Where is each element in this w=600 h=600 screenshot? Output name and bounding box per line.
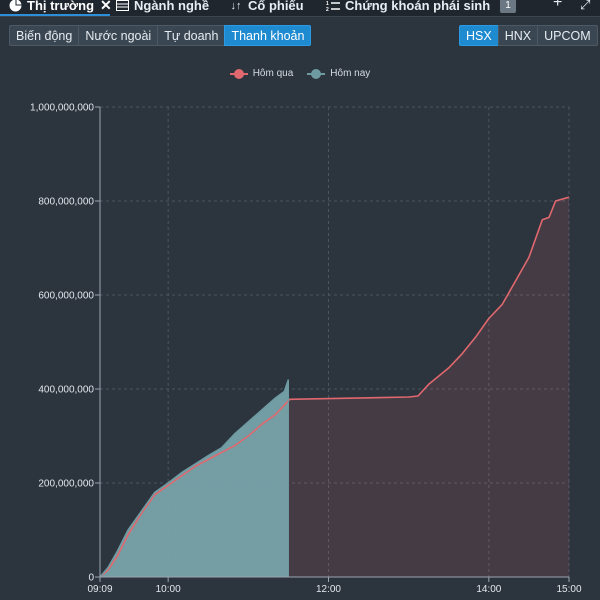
- legend-label: Hôm qua: [252, 68, 294, 79]
- view-button-thanh-khoan[interactable]: Thanh khoản: [224, 25, 312, 46]
- tab-co-phieu[interactable]: ↓↑ Cổ phiếu: [229, 0, 304, 16]
- legend-item-hom-nay[interactable]: Hôm nay: [307, 68, 370, 79]
- axes: 0 200,000,000 400,000,000 600,000,000 800,00…: [30, 103, 582, 596]
- y-tick-label: 0: [88, 573, 94, 584]
- view-button-nuoc-ngoai[interactable]: Nước ngoài: [78, 25, 158, 46]
- x-tick-label: 10:00: [156, 584, 181, 595]
- view-button-tu-doanh[interactable]: Tự doanh: [157, 25, 225, 46]
- legend-marker: [307, 68, 326, 79]
- exchange-button-group: HSX HNX UPCOM: [459, 25, 598, 46]
- legend-item-hom-qua[interactable]: Hôm qua: [229, 68, 294, 79]
- y-tick-label: 1,000,000,000: [30, 103, 94, 114]
- exchange-button-upcom[interactable]: UPCOM: [537, 25, 598, 46]
- table-icon: [115, 0, 129, 13]
- exchange-button-hsx[interactable]: HSX: [459, 25, 498, 46]
- x-tick-label: 09:09: [87, 584, 112, 595]
- tab-label: Chứng khoán phái sinh: [345, 0, 491, 13]
- line-hom-nay: [99, 379, 290, 578]
- tab-label: Thị trường: [27, 0, 95, 13]
- tab-nganh-nghe[interactable]: Ngành nghề: [115, 0, 209, 16]
- view-button-bien-dong[interactable]: Biến động: [9, 25, 79, 46]
- y-tick-label: 400,000,000: [38, 385, 94, 396]
- x-tick-label: 12:00: [316, 584, 341, 595]
- tab-thi-truong[interactable]: Thị trường ✕: [8, 0, 112, 16]
- legend-label: Hôm nay: [330, 68, 371, 79]
- sort-icon: ↓↑: [230, 0, 242, 12]
- svg-text:2: 2: [326, 7, 329, 12]
- y-tick-label: 200,000,000: [38, 479, 94, 490]
- expand-icon[interactable]: ⤢: [580, 0, 591, 12]
- tab-label: Ngành nghề: [134, 0, 210, 13]
- close-icon[interactable]: ✕: [100, 0, 112, 13]
- active-tab-indicator: [0, 14, 110, 16]
- y-tick-label: 800,000,000: [38, 197, 94, 208]
- area-hom-nay: [100, 379, 289, 577]
- tab-count-badge[interactable]: 1: [500, 0, 516, 13]
- tab-label: Cổ phiếu: [248, 0, 304, 13]
- svg-text:1: 1: [326, 1, 329, 7]
- chart-legend: Hôm qua Hôm nay: [0, 68, 600, 79]
- exchange-button-hnx[interactable]: HNX: [497, 25, 538, 46]
- x-tick-label: 14:00: [476, 584, 501, 595]
- series-lines: [99, 196, 570, 578]
- view-button-group: Biến động Nước ngoài Tự doanh Thanh khoả…: [9, 25, 312, 46]
- series-areas: [100, 197, 569, 577]
- legend-marker: [229, 68, 248, 79]
- add-icon[interactable]: +: [553, 0, 563, 11]
- x-tick-label: 15:00: [556, 584, 581, 595]
- pie-chart-icon: [8, 0, 22, 13]
- y-tick-label: 600,000,000: [38, 291, 94, 302]
